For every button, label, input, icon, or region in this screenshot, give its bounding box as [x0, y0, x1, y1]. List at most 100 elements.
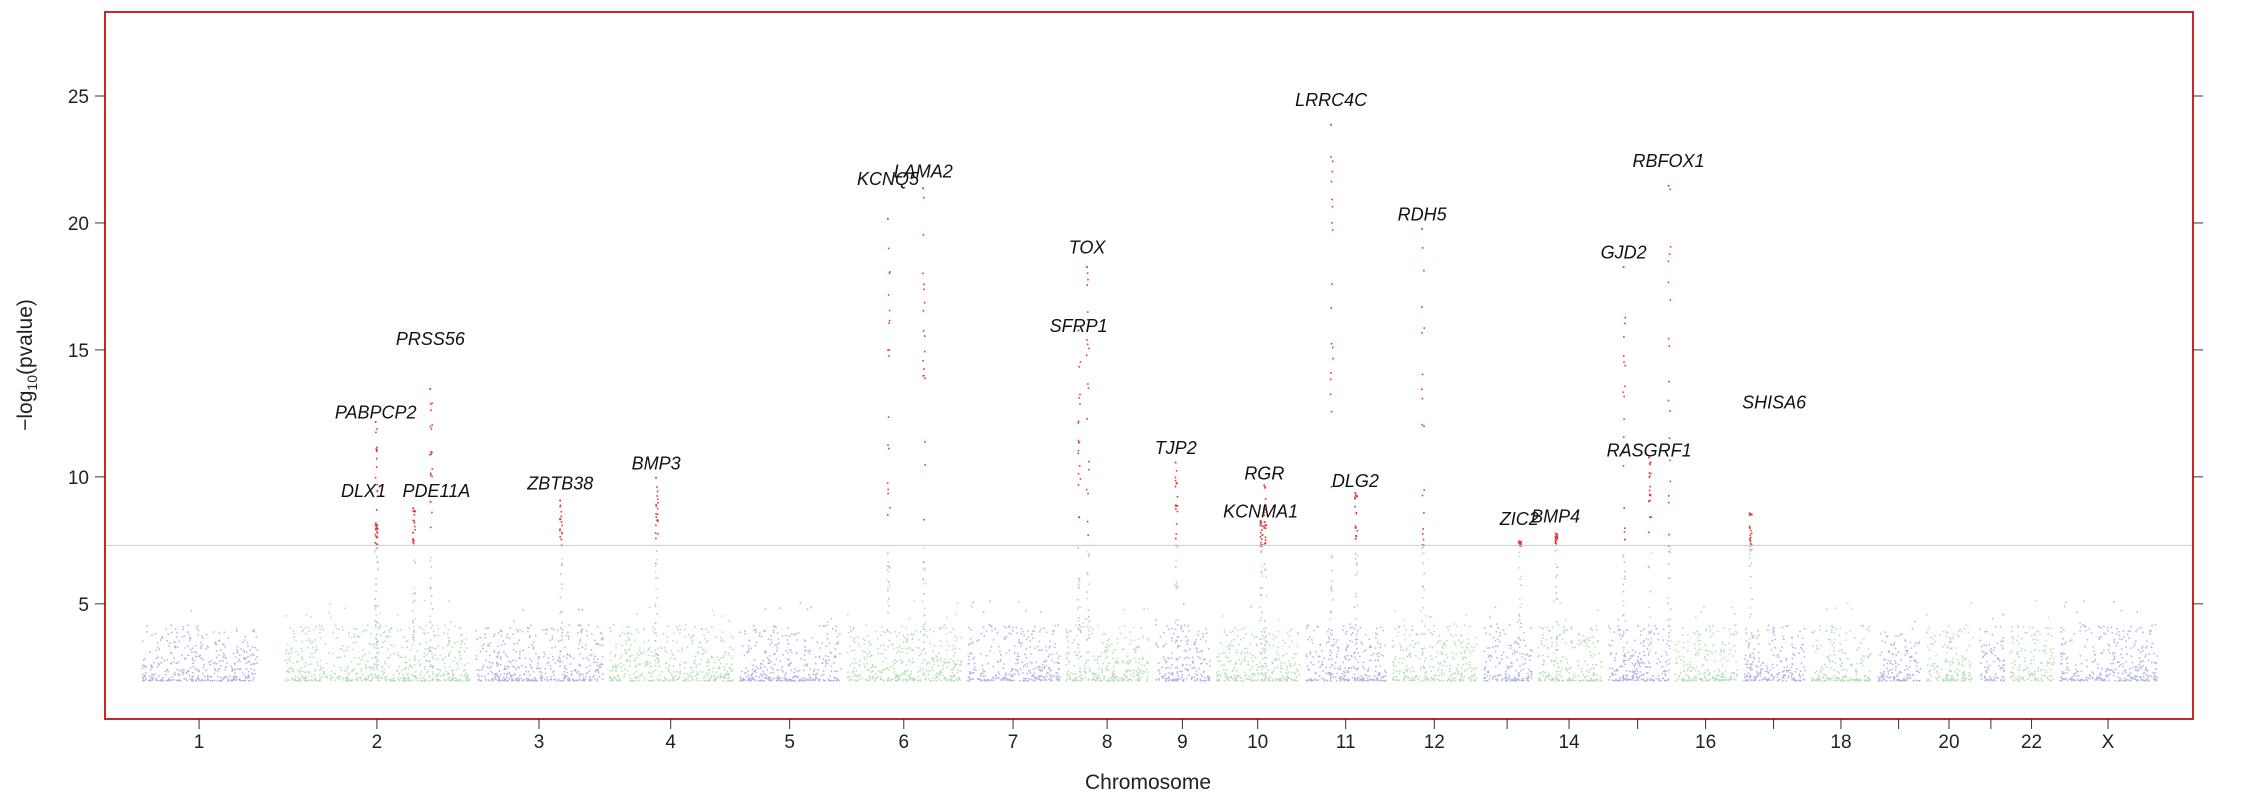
snp-point — [1462, 663, 1464, 666]
snp-point — [1611, 667, 1614, 670]
snp-point — [1044, 660, 1046, 663]
snp-point — [1548, 678, 1550, 680]
snp-point — [1404, 639, 1407, 641]
snp-point — [411, 644, 414, 646]
snp-point — [770, 660, 772, 663]
snp-point — [405, 667, 407, 669]
snp-point — [413, 664, 416, 666]
snp-point — [1245, 678, 1247, 680]
snp-point — [248, 679, 250, 682]
snp-point — [514, 678, 517, 680]
snp-point — [1438, 679, 1440, 681]
snp-point — [858, 678, 861, 680]
snp-point — [216, 643, 218, 646]
snp-point — [1272, 678, 1275, 680]
snp-point — [1329, 673, 1331, 675]
snp-point — [1038, 675, 1040, 677]
snp-point — [593, 678, 596, 680]
snp-point — [1231, 644, 1234, 647]
snp-point — [1059, 676, 1061, 678]
snp-point — [253, 654, 255, 656]
snp-point — [1306, 625, 1308, 627]
snp-point — [300, 679, 302, 681]
snp-point — [411, 673, 413, 676]
snp-point — [677, 677, 680, 679]
snp-point — [584, 678, 586, 680]
snp-point — [1075, 654, 1078, 656]
snp-point — [1271, 672, 1274, 675]
snp-point — [186, 671, 188, 673]
snp-point — [1500, 654, 1503, 656]
snp-point — [1580, 642, 1583, 644]
snp-point — [323, 670, 325, 673]
snp-point — [705, 628, 708, 630]
snp-point — [311, 675, 313, 677]
snp-point — [1066, 636, 1069, 639]
snp-point — [1406, 676, 1409, 679]
snp-point — [287, 643, 289, 646]
snp-point — [1652, 679, 1655, 681]
snp-point — [1348, 671, 1350, 673]
snp-point — [822, 670, 825, 672]
snp-point — [250, 663, 252, 666]
snp-point — [1433, 625, 1435, 627]
snp-point — [1551, 678, 1554, 680]
snp-point — [1017, 659, 1019, 661]
snp-point — [1348, 667, 1350, 670]
snp-point — [1147, 675, 1149, 678]
snp-point — [1590, 677, 1592, 680]
snp-point — [252, 679, 254, 681]
snp-point — [1161, 675, 1163, 678]
snp-point — [1076, 680, 1079, 682]
snp-point — [932, 658, 935, 660]
snp-point — [937, 673, 940, 675]
snp-point — [451, 678, 453, 680]
snp-point — [506, 636, 508, 639]
snp-point — [1112, 673, 1115, 676]
snp-point — [834, 670, 836, 673]
snp-point — [197, 675, 199, 678]
snp-point — [1117, 661, 1120, 664]
snp-point — [1256, 644, 1258, 647]
snp-point — [387, 636, 389, 638]
snp-point — [800, 679, 802, 682]
snp-point — [1291, 640, 1293, 643]
snp-point — [1450, 675, 1452, 677]
snp-point — [1171, 664, 1173, 666]
snp-point — [1103, 678, 1105, 680]
snp-point — [912, 649, 915, 652]
snp-point — [1187, 625, 1189, 627]
snp-point — [1140, 669, 1142, 672]
snp-point — [252, 673, 254, 675]
snp-point — [1044, 679, 1047, 681]
snp-point — [253, 629, 255, 631]
snp-point — [299, 670, 301, 672]
snp-point — [1572, 647, 1574, 649]
snp-point — [330, 616, 332, 619]
snp-point — [598, 666, 600, 668]
snp-point — [479, 650, 482, 653]
snp-point — [1035, 661, 1038, 664]
snp-point — [954, 674, 956, 676]
snp-point — [1581, 668, 1583, 670]
snp-point — [858, 675, 860, 677]
snp-point — [346, 677, 349, 680]
snp-point — [242, 649, 245, 652]
snp-point — [1424, 672, 1427, 674]
snp-point — [1392, 640, 1394, 642]
snp-point — [1640, 657, 1642, 660]
snp-point — [220, 649, 222, 651]
snp-point — [189, 639, 191, 642]
snp-point — [297, 679, 299, 682]
snp-point — [498, 651, 500, 653]
snp-point — [436, 679, 438, 682]
snp-point — [795, 633, 797, 635]
snp-point — [1351, 655, 1353, 658]
snp-point — [1342, 629, 1344, 631]
snp-point — [1645, 672, 1648, 674]
snp-point — [359, 663, 361, 665]
snp-point — [1717, 675, 1720, 677]
snp-point — [1315, 679, 1318, 682]
snp-point — [924, 678, 926, 681]
snp-point — [1344, 667, 1346, 669]
